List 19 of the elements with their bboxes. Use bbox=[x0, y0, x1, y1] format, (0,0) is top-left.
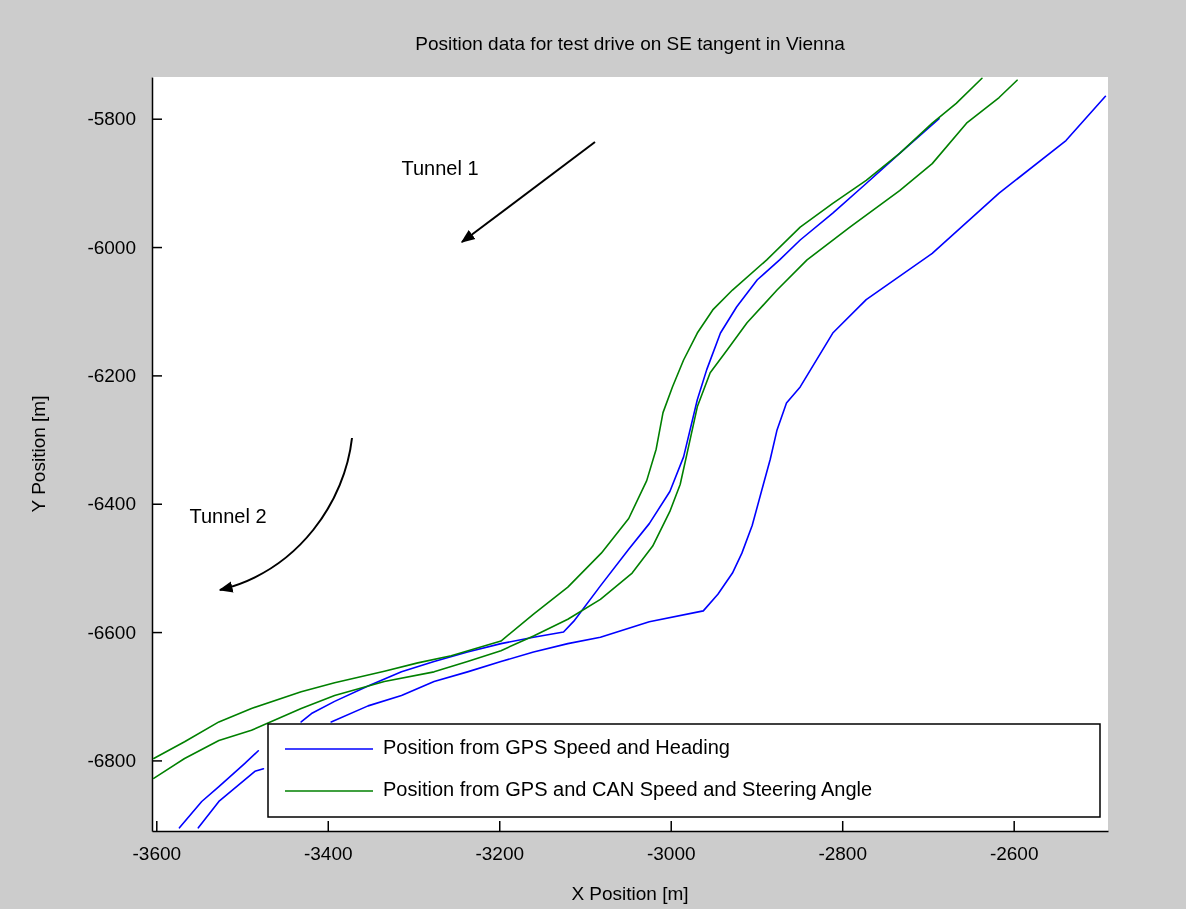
y-tick-label: -6800 bbox=[87, 749, 136, 771]
chart-title: Position data for test drive on SE tangent in Vienna bbox=[415, 33, 846, 54]
annotation: Tunnel 1 bbox=[401, 157, 479, 180]
y-tick-label: -6000 bbox=[87, 236, 136, 258]
x-tick-label: -3400 bbox=[303, 843, 353, 865]
x-tick-label: -2600 bbox=[989, 843, 1039, 865]
x-tick-label: -3200 bbox=[475, 843, 525, 865]
annotation: Tunnel 2 bbox=[189, 505, 267, 528]
y-tick-label: -6400 bbox=[87, 493, 136, 515]
legend-label: Position from GPS Speed and Heading bbox=[383, 736, 730, 759]
x-tick-label: -2800 bbox=[818, 843, 868, 865]
y-tick-label: -5800 bbox=[87, 108, 136, 130]
y-tick-label: -6600 bbox=[87, 621, 136, 643]
y-axis-title: Y Position [m] bbox=[28, 395, 49, 513]
x-tick-label: -3600 bbox=[132, 843, 182, 865]
y-tick-label: -6200 bbox=[87, 364, 136, 386]
legend-label: Position from GPS and CAN Speed and Steering Angle bbox=[383, 778, 873, 801]
x-tick-label: -3000 bbox=[646, 843, 696, 865]
x-axis-title: X Position [m] bbox=[571, 883, 689, 904]
